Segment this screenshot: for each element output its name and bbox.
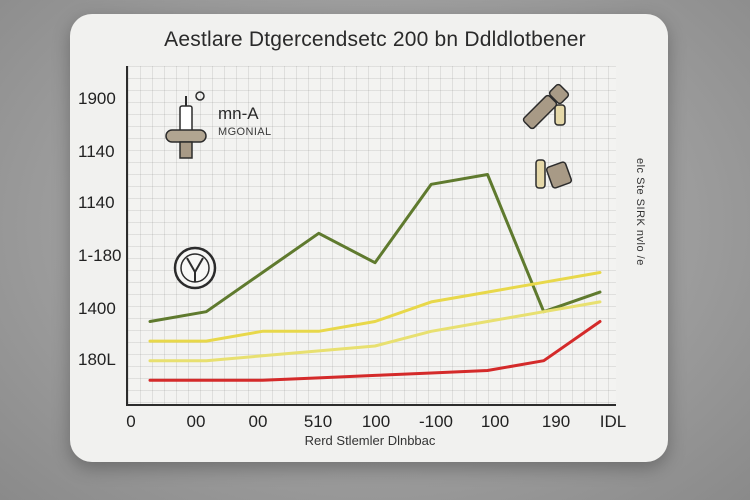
x-tick-label: -100 xyxy=(418,412,454,431)
battery-icon xyxy=(535,159,573,189)
x-axis-line xyxy=(126,404,616,406)
y-tick-label: 1140 xyxy=(78,142,115,161)
x-tick-label: 00 xyxy=(248,412,268,431)
y-tick-label: 1-180 xyxy=(78,246,122,265)
y-tick-label: 1140 xyxy=(78,193,115,212)
x-tick-label: 190 xyxy=(541,412,571,431)
y-tick-label: 1400 xyxy=(78,299,116,318)
chart-title: Aestlare Dtgercendsetc 200 bn Ddldlotben… xyxy=(164,28,586,51)
series-line-2 xyxy=(148,300,602,363)
x-tick-label: 0 xyxy=(126,412,136,431)
x-tick-label: IDL xyxy=(599,412,627,431)
series-line-3 xyxy=(148,320,602,382)
series-line-1 xyxy=(148,271,602,343)
y-tick-label: 1900 xyxy=(78,89,116,108)
x-tick-label: 100 xyxy=(361,412,391,431)
y-axis-label: elc Ste SIRK nvlo /e xyxy=(634,158,646,266)
legend-title: mn-A xyxy=(218,104,259,123)
thermometer-icon xyxy=(165,91,207,159)
series-line-0 xyxy=(148,173,602,323)
x-tick-label: 510 xyxy=(303,412,333,431)
x-tick-label: 00 xyxy=(186,412,206,431)
gauge-icon xyxy=(173,246,217,290)
x-tick-label: 100 xyxy=(480,412,510,431)
y-axis-line xyxy=(126,66,128,406)
wrench-icon xyxy=(522,83,570,130)
x-axis-label: Rerd Stlemler Dlnbbac xyxy=(304,433,436,448)
y-tick-label: 180L xyxy=(78,350,116,369)
legend-subtitle: MGONIAL xyxy=(218,126,272,138)
